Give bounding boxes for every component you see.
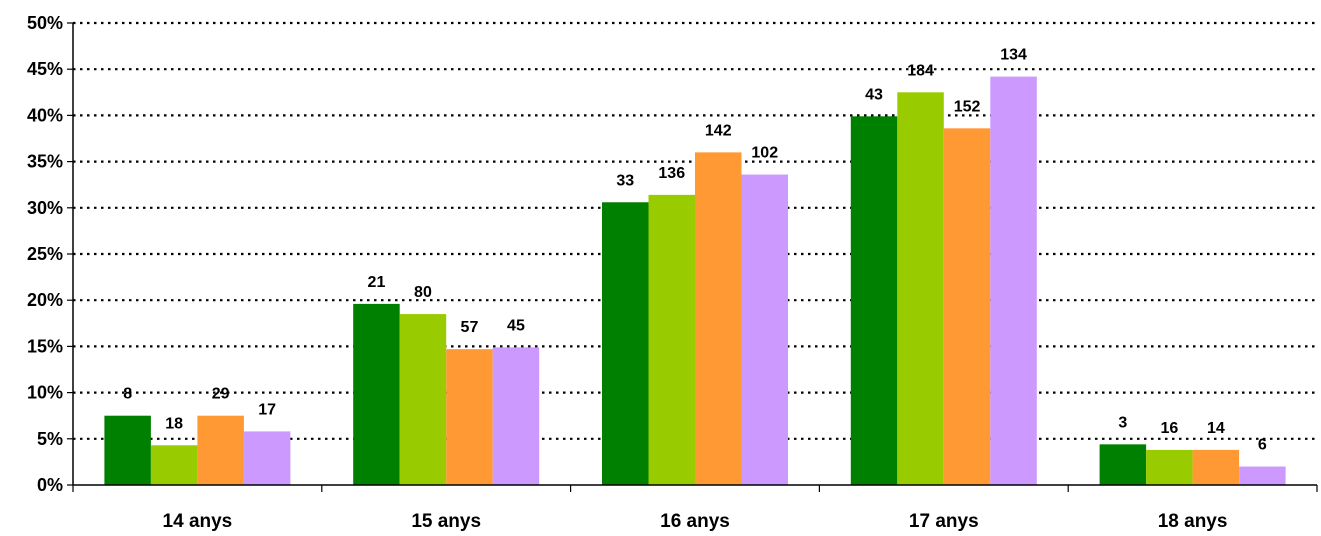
x-category-label: 17 anys — [909, 511, 979, 532]
bar — [602, 202, 649, 486]
bar — [850, 116, 898, 485]
y-tick-label: 40% — [27, 105, 63, 125]
data-label: 45 — [507, 317, 525, 334]
y-tick-label: 25% — [27, 244, 63, 264]
bar — [353, 303, 400, 485]
bar — [741, 174, 788, 485]
y-tick-label: 50% — [27, 13, 63, 33]
axes: 0% 5% 10% 15% 20% 25% 30% 35% 40% 45% 50% 14 anys 15… — [27, 13, 1318, 532]
data-label: 21 — [368, 274, 386, 291]
data-label: 3 — [1118, 414, 1127, 431]
x-category-label: 14 anys — [163, 511, 233, 532]
y-tick-label: 30% — [27, 198, 63, 218]
bar — [897, 92, 944, 486]
bar — [1192, 449, 1240, 485]
data-label: 134 — [1000, 47, 1027, 64]
data-label: 29 — [212, 386, 230, 403]
y-tick-label: 45% — [27, 59, 63, 79]
data-label: 102 — [751, 145, 778, 162]
bar — [1239, 466, 1286, 485]
data-label: 18 — [165, 415, 183, 432]
data-label: 80 — [414, 284, 432, 301]
y-tick-label: 0% — [37, 475, 63, 495]
bar — [648, 194, 695, 485]
bar — [1146, 449, 1193, 485]
y-tick-label: 5% — [37, 429, 63, 449]
bar — [695, 152, 742, 486]
data-label: 184 — [907, 62, 934, 79]
bar — [399, 314, 447, 485]
bar — [1099, 444, 1147, 485]
grid-lines — [73, 21, 1317, 440]
y-tick-label: 20% — [27, 290, 63, 310]
bar — [243, 431, 291, 485]
data-label: 152 — [954, 98, 981, 115]
data-label: 14 — [1207, 420, 1225, 437]
bar — [446, 349, 493, 485]
bars — [104, 76, 1286, 486]
data-label: 142 — [705, 122, 732, 139]
bar — [990, 76, 1037, 485]
bar — [492, 347, 540, 485]
bar — [943, 128, 991, 485]
data-label: 17 — [258, 401, 276, 418]
data-label: 43 — [865, 86, 883, 103]
data-label: 16 — [1160, 420, 1178, 437]
x-category-label: 18 anys — [1158, 511, 1228, 532]
bar — [197, 415, 244, 485]
x-category-label: 16 anys — [660, 511, 730, 532]
y-tick-label: 35% — [27, 152, 63, 172]
data-label: 57 — [461, 319, 479, 336]
bar — [150, 445, 198, 485]
data-label: 33 — [616, 172, 634, 189]
y-tick-label: 10% — [27, 383, 63, 403]
data-label: 8 — [123, 386, 132, 403]
data-label: 136 — [658, 165, 685, 182]
bar — [104, 415, 151, 485]
data-label: 6 — [1258, 437, 1267, 454]
data-labels: 8 18 29 17 21 80 57 45 33 136 142 102 43 184 152 134 3 16… — [123, 47, 1267, 454]
y-tick-label: 15% — [27, 336, 63, 356]
x-category-label: 15 anys — [411, 511, 481, 532]
